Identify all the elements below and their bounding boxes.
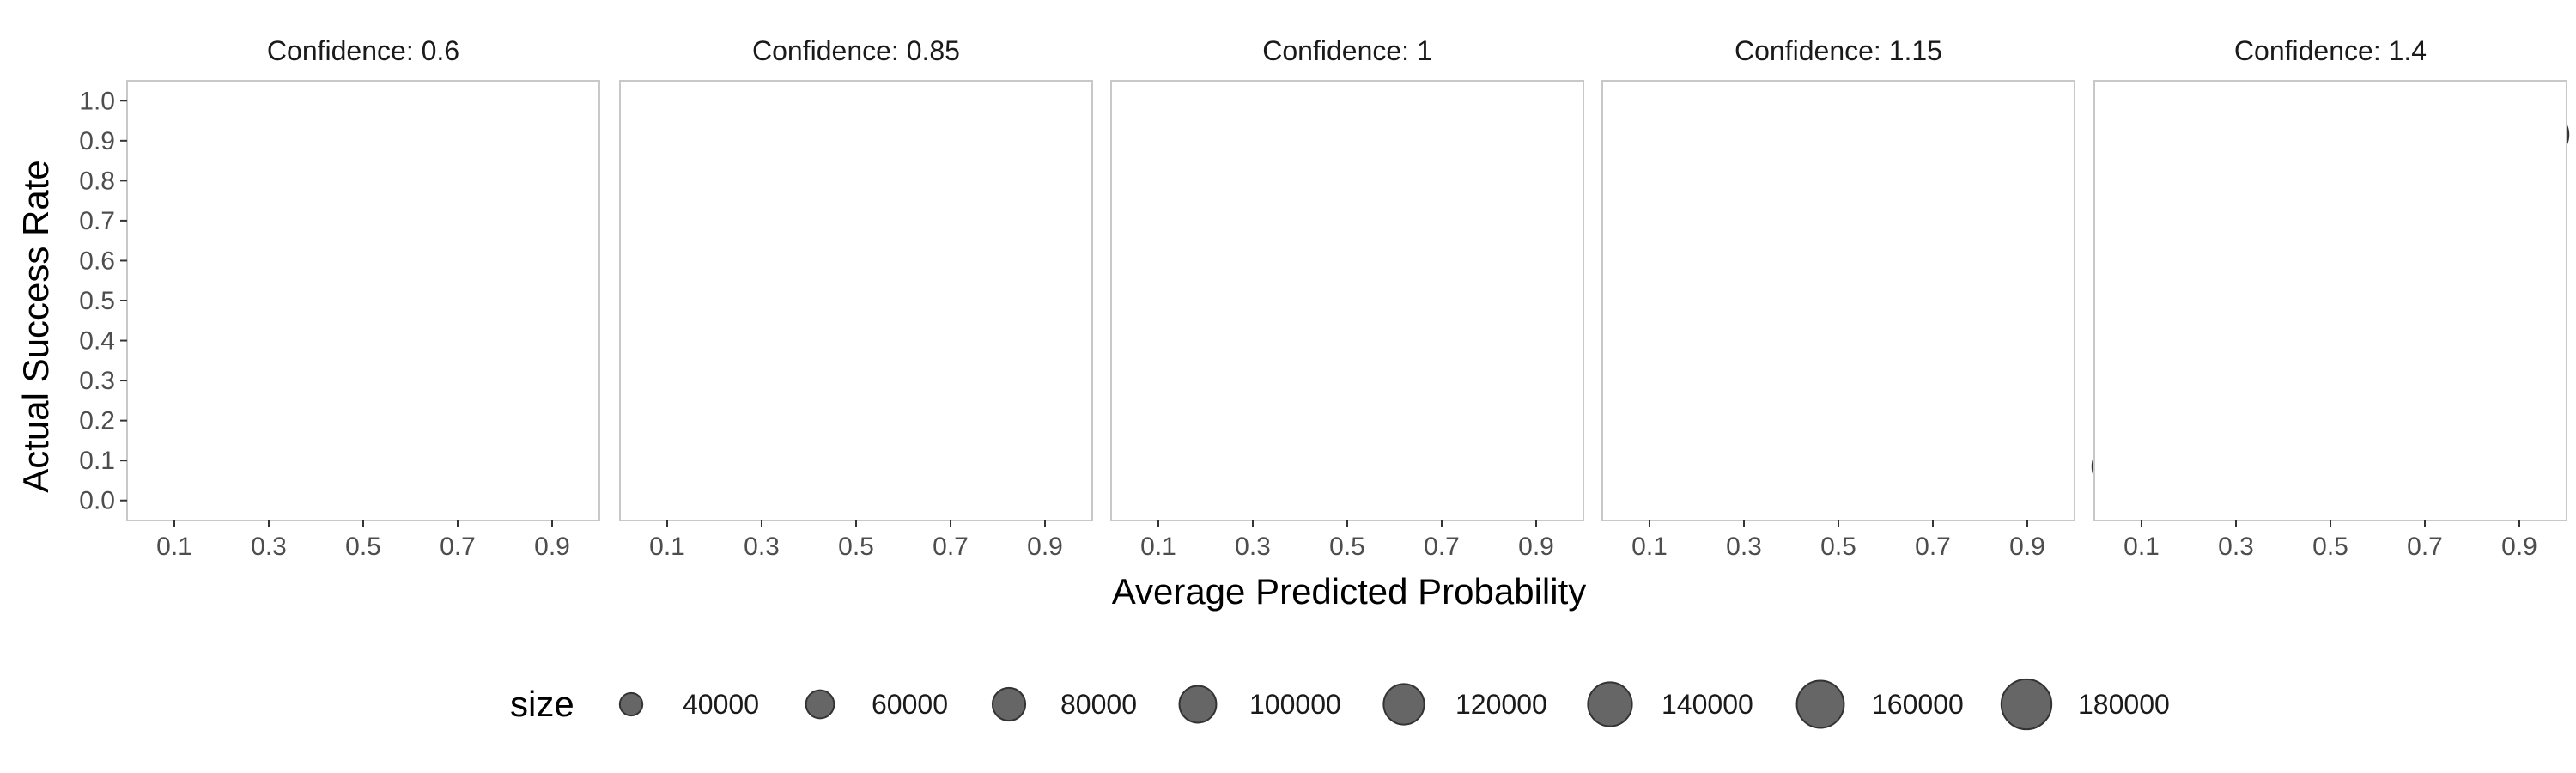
panel-border [1110,80,1584,521]
x-tick-label: 0.3 [1726,533,1762,561]
x-tick-label: 0.1 [156,533,192,561]
x-tick-label: 0.7 [1424,533,1460,561]
y-tick-label: 0.0 [79,487,115,515]
legend-key-label: 80000 [1060,689,1137,720]
x-tick-label: 0.5 [838,533,874,561]
x-tick-label: 0.9 [2501,533,2537,561]
legend-key-circle [1382,683,1425,726]
y-tick-label: 0.4 [79,327,115,356]
x-tick-label: 0.1 [649,533,685,561]
legend-key-circle [1587,681,1633,727]
y-tick-label: 0.3 [79,367,115,395]
panel-border [2093,80,2567,521]
legend-key-label: 140000 [1662,689,1753,720]
facet-panel: Confidence: 1.15 0.1 0.3 0.5 0.7 0.9 [1601,35,2075,561]
y-tick-label: 0.8 [79,167,115,195]
y-tick-label: 0.5 [79,287,115,315]
legend-key-circle [2000,678,2053,731]
y-tick-label: 0.1 [79,447,115,475]
legend-key-label: 60000 [872,689,948,720]
legend-key-circle [1178,685,1218,724]
legend-key-circle [991,686,1027,722]
x-tick-label: 0.1 [1631,533,1668,561]
x-tick-label: 0.9 [534,533,570,561]
x-tick-label: 0.7 [1915,533,1951,561]
panel-title: Confidence: 0.85 [752,35,960,66]
x-tick-label: 0.7 [2407,533,2443,561]
legend-key-label: 100000 [1249,689,1341,720]
x-tick-label: 0.7 [440,533,476,561]
x-tick-label: 0.9 [2009,533,2045,561]
facet-panel: Confidence: 1.4 0.1 0.3 0.5 0.7 0.9 [2091,35,2570,561]
x-tick-label: 0.5 [1329,533,1365,561]
y-tick-label: 0.2 [79,407,115,435]
size-legend: size 40000 60000 80000 100000 120000 140000 16… [510,678,2170,731]
y-tick-label: 1.0 [79,87,115,115]
x-tick-label: 0.3 [2218,533,2254,561]
x-tick-label: 0.5 [2312,533,2348,561]
x-tick-label: 0.5 [1820,533,1856,561]
facet-panel: Confidence: 0.6 0.1 0.3 0.5 0.7 0.9 0.0 0.1 0.2 0… [79,35,600,561]
x-tick-label: 0.7 [933,533,969,561]
x-tick-label: 0.5 [345,533,381,561]
legend-key-label: 120000 [1455,689,1547,720]
legend-key-label: 40000 [683,689,759,720]
x-tick-label: 0.9 [1518,533,1554,561]
legend-key-label: 160000 [1872,689,1964,720]
panel-border [619,80,1093,521]
y-tick-label: 0.6 [79,247,115,275]
facet-panels: Confidence: 0.6 0.1 0.3 0.5 0.7 0.9 0.0 0.1 0.2 0… [79,35,2570,561]
facet-panel: Confidence: 0.85 0.1 0.3 0.5 0.7 0.9 [619,35,1093,561]
y-axis-title: Actual Success Rate [15,160,56,493]
panel-title: Confidence: 1.15 [1735,35,1942,66]
y-tick-label: 0.7 [79,207,115,235]
x-tick-label: 0.9 [1027,533,1063,561]
x-axis-title: Average Predicted Probability [1112,571,1587,612]
facet-panel: Confidence: 1 0.1 0.3 0.5 0.7 0.9 [1110,35,1584,561]
panel-title: Confidence: 1 [1262,35,1431,66]
legend-key-circle [618,691,644,717]
x-tick-label: 0.3 [1235,533,1271,561]
legend-key-circle [1795,679,1845,729]
x-tick-label: 0.1 [1140,533,1176,561]
y-tick-label: 0.9 [79,127,115,155]
legend-title: size [510,684,574,724]
x-tick-label: 0.3 [744,533,780,561]
panel-border [126,80,600,521]
x-tick-label: 0.3 [251,533,287,561]
legend-key-circle [805,689,835,720]
panel-border [1601,80,2075,521]
panel-title: Confidence: 0.6 [267,35,459,66]
legend-key-label: 180000 [2078,689,2170,720]
x-tick-label: 0.1 [2123,533,2160,561]
panel-title: Confidence: 1.4 [2234,35,2427,66]
